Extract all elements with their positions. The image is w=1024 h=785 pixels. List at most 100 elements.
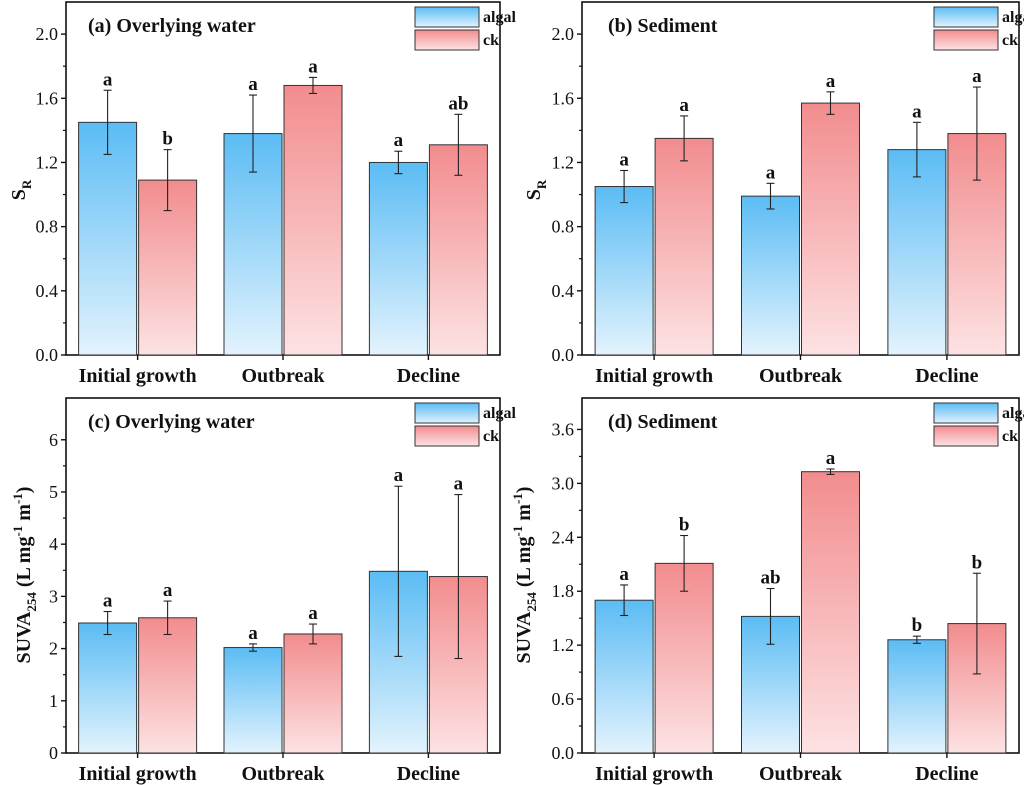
x-tick-label: Decline: [915, 763, 978, 785]
y-tick-label: 1.2: [552, 152, 575, 172]
bar-algal: [594, 186, 654, 356]
significance-letter: a: [308, 603, 318, 624]
legend-swatch-ck: [933, 425, 999, 447]
bar-ck: [801, 102, 860, 356]
y-tick-label: 2.4: [552, 527, 575, 547]
bar-ck: [428, 144, 488, 356]
bar-ck: [654, 562, 714, 754]
y-tick-label: 0.6: [552, 689, 575, 709]
x-tick-label: Initial growth: [595, 763, 713, 785]
bar-ck: [801, 471, 860, 754]
legend-label-ck: ck: [1002, 428, 1018, 445]
y-tick-label: 1.2: [36, 152, 59, 172]
x-tick-label: Decline: [915, 365, 978, 387]
x-tick-label: Outbreak: [242, 763, 326, 785]
significance-letter: a: [619, 564, 629, 585]
panel-title: (c) Overlying water: [88, 411, 255, 433]
significance-letter: a: [394, 130, 404, 151]
panel-d: (d) Sediment SUVA254 (L mg-1 m-1) 0.0 0.6…: [510, 397, 1024, 785]
legend-label-algal: algal: [1002, 405, 1024, 422]
y-tick-label: 0.0: [552, 743, 575, 763]
significance-letter: b: [912, 615, 923, 636]
bar-algal: [741, 195, 800, 356]
x-tick-label: Decline: [397, 763, 460, 785]
x-tick-label: Outbreak: [242, 365, 326, 387]
y-tick-label: 6: [49, 430, 58, 450]
legend-label-algal: algal: [483, 9, 516, 26]
significance-letter: b: [679, 515, 690, 536]
legend-swatch-ck: [414, 425, 480, 447]
y-axis-label: SUVA254 (L mg-1 m-1): [10, 487, 39, 664]
x-tick-label: Decline: [397, 365, 460, 387]
y-tick-label: 1.2: [552, 635, 575, 655]
legend-swatch-algal: [933, 402, 999, 424]
legend-swatch-algal: [414, 402, 480, 424]
y-tick-label: 0.8: [36, 217, 59, 237]
panel-title: (d) Sediment: [608, 411, 718, 433]
y-axis-label: SR: [523, 179, 549, 200]
bar-ck: [138, 617, 198, 754]
significance-letter: a: [103, 69, 113, 90]
bar-algal: [223, 647, 283, 754]
y-tick-label: 1.6: [36, 88, 59, 108]
y-tick-label: 0.4: [552, 281, 575, 301]
legend-label-algal: algal: [483, 405, 516, 422]
significance-letter: a: [912, 101, 922, 122]
bar-algal: [78, 622, 138, 754]
y-tick-label: 2.0: [552, 24, 575, 44]
y-tick-label: 4: [49, 534, 58, 554]
significance-letter: a: [766, 162, 776, 183]
significance-letter: a: [248, 623, 258, 644]
significance-letter: a: [248, 74, 258, 95]
significance-letter: ab: [760, 568, 780, 589]
bar-algal: [594, 599, 654, 754]
significance-letter: a: [619, 149, 629, 170]
legend-swatch-algal: [414, 6, 480, 28]
bar-algal: [78, 121, 138, 356]
y-tick-label: 0.8: [552, 217, 575, 237]
panel-a: (a) Overlying water SR 0.0 0.4 0.8 1.2 1.6 2.…: [8, 1, 516, 387]
panel-c: (c) Overlying water SUVA254 (L mg-1 m-1)…: [10, 397, 516, 785]
legend-label-ck: ck: [483, 428, 499, 445]
x-tick-label: Initial growth: [79, 365, 197, 387]
panel-title: (b) Sediment: [608, 15, 718, 37]
y-tick-label: 0.0: [36, 345, 59, 365]
legend-label-ck: ck: [483, 32, 499, 49]
legend-label-algal: algal: [1002, 9, 1024, 26]
bar-ck: [283, 633, 343, 754]
legend-swatch-ck: [933, 29, 999, 51]
legend-label-ck: ck: [1002, 32, 1018, 49]
y-tick-label: 5: [49, 482, 58, 502]
significance-letter: a: [826, 448, 836, 469]
x-tick-label: Initial growth: [595, 365, 713, 387]
bar-algal: [223, 133, 283, 356]
bar-algal: [887, 149, 947, 356]
significance-letter: a: [163, 580, 173, 601]
bar-ck: [283, 84, 343, 356]
significance-letter: a: [679, 95, 689, 116]
legend-swatch-ck: [414, 29, 480, 51]
y-tick-label: 2.0: [36, 24, 59, 44]
significance-letter: a: [308, 56, 318, 77]
panel-title: (a) Overlying water: [88, 15, 256, 37]
y-tick-label: 1.8: [552, 581, 575, 601]
significance-letter: a: [394, 465, 404, 486]
y-axis-label: SR: [8, 179, 34, 200]
y-tick-label: 3: [49, 586, 58, 606]
y-tick-label: 1: [49, 691, 58, 711]
x-tick-label: Initial growth: [79, 763, 197, 785]
y-tick-label: 3.6: [552, 419, 575, 439]
bar-algal: [368, 161, 428, 356]
bar-ck: [654, 137, 714, 356]
significance-letter: a: [826, 71, 836, 92]
bar-algal: [887, 639, 947, 754]
panel-b: (b) Sediment SR 0.0 0.4 0.8 1.2 1.6 2.0 Initia…: [523, 1, 1024, 387]
significance-letter: a: [972, 66, 982, 87]
significance-letter: b: [162, 129, 173, 150]
y-tick-label: 1.6: [552, 88, 575, 108]
significance-letter: a: [103, 591, 113, 612]
significance-letter: ab: [448, 93, 468, 114]
y-axis-label: SUVA254 (L mg-1 m-1): [510, 487, 539, 664]
x-tick-label: Outbreak: [759, 763, 843, 785]
